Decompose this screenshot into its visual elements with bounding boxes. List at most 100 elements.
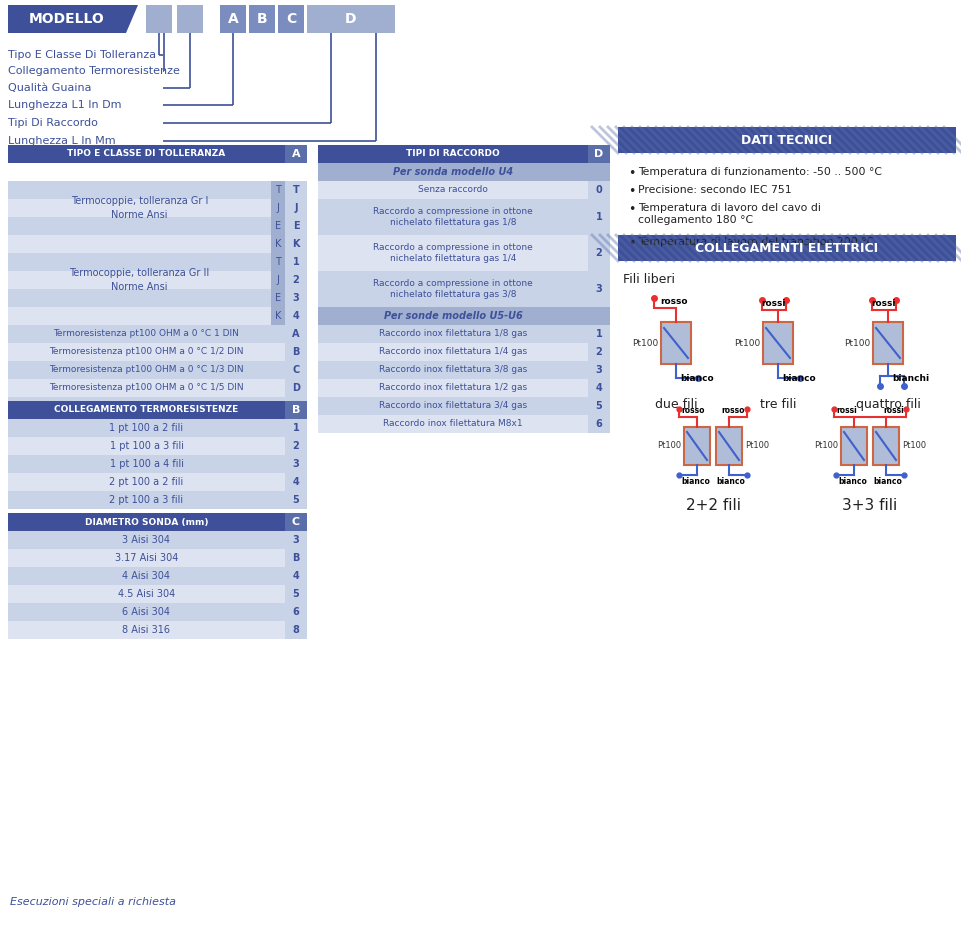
Text: rosso: rosso bbox=[722, 406, 745, 415]
Bar bbox=[8, 145, 285, 163]
Text: 4: 4 bbox=[293, 477, 300, 487]
Bar bbox=[285, 217, 307, 235]
Bar bbox=[8, 401, 285, 419]
Text: 3: 3 bbox=[596, 284, 603, 294]
Text: tre fili: tre fili bbox=[760, 398, 797, 411]
Bar bbox=[8, 217, 271, 235]
Text: Raccordo inox filettatura 1/2 gas: Raccordo inox filettatura 1/2 gas bbox=[379, 384, 527, 392]
Bar bbox=[8, 567, 285, 585]
Text: Raccordo inox filettatura 1/8 gas: Raccordo inox filettatura 1/8 gas bbox=[379, 329, 528, 339]
Bar bbox=[8, 419, 285, 437]
Bar bbox=[588, 199, 610, 235]
Bar bbox=[8, 289, 271, 307]
Bar bbox=[588, 145, 610, 163]
Text: COLLEGAMENTI ELETTRICI: COLLEGAMENTI ELETTRICI bbox=[696, 241, 878, 254]
Bar bbox=[8, 325, 285, 343]
Text: 6 Aisi 304: 6 Aisi 304 bbox=[122, 607, 170, 617]
Text: DATI TECNICI: DATI TECNICI bbox=[742, 133, 832, 146]
Text: 5: 5 bbox=[293, 495, 300, 505]
Text: C: C bbox=[292, 517, 300, 527]
Bar bbox=[318, 397, 588, 415]
Text: Tipi Di Raccordo: Tipi Di Raccordo bbox=[8, 118, 98, 128]
Text: MODELLO: MODELLO bbox=[29, 12, 105, 26]
Bar bbox=[285, 343, 307, 361]
Bar bbox=[8, 253, 271, 271]
Bar bbox=[285, 199, 307, 217]
Bar bbox=[588, 415, 610, 433]
Bar bbox=[8, 603, 285, 621]
Text: rosso: rosso bbox=[660, 297, 687, 306]
Bar bbox=[285, 621, 307, 639]
Text: Raccordo a compressione in ottone
nichelato filettatura gas 1/8: Raccordo a compressione in ottone nichel… bbox=[373, 207, 533, 227]
Text: E: E bbox=[275, 293, 281, 303]
Bar bbox=[271, 199, 285, 217]
Text: Senza raccordo: Senza raccordo bbox=[418, 186, 488, 194]
Bar bbox=[285, 491, 307, 509]
Bar bbox=[318, 271, 588, 307]
Text: rossi: rossi bbox=[872, 299, 897, 308]
Text: D: D bbox=[594, 149, 604, 159]
Bar bbox=[177, 5, 203, 33]
Bar bbox=[588, 397, 610, 415]
Text: bianchi: bianchi bbox=[892, 374, 929, 383]
Text: quattro fili: quattro fili bbox=[855, 398, 921, 411]
Bar bbox=[285, 585, 307, 603]
Text: 5: 5 bbox=[596, 401, 603, 411]
Text: 4: 4 bbox=[596, 383, 603, 393]
Text: E: E bbox=[275, 221, 281, 231]
Text: COLLEGAMENTO TERMORESISTENZE: COLLEGAMENTO TERMORESISTENZE bbox=[55, 405, 238, 414]
Bar bbox=[588, 235, 610, 271]
Text: 4: 4 bbox=[293, 311, 300, 321]
Bar bbox=[285, 567, 307, 585]
Bar bbox=[318, 181, 588, 199]
Text: 1 pt 100 a 4 fili: 1 pt 100 a 4 fili bbox=[110, 459, 184, 469]
Text: rossi: rossi bbox=[836, 406, 857, 415]
Text: 4.5 Aisi 304: 4.5 Aisi 304 bbox=[118, 589, 175, 599]
Bar bbox=[318, 415, 588, 433]
Bar bbox=[318, 325, 588, 343]
Text: Termoresistenza pt100 OHM a 0 °C 1 DIN: Termoresistenza pt100 OHM a 0 °C 1 DIN bbox=[54, 329, 239, 339]
Text: 3: 3 bbox=[596, 365, 603, 375]
Text: Esecuzioni speciali a richiesta: Esecuzioni speciali a richiesta bbox=[10, 897, 176, 907]
Bar bbox=[318, 199, 588, 235]
Text: 1: 1 bbox=[596, 212, 603, 222]
Bar bbox=[588, 325, 610, 343]
Bar bbox=[285, 549, 307, 567]
Text: Pt100: Pt100 bbox=[657, 441, 681, 450]
Bar bbox=[618, 127, 956, 153]
Bar bbox=[8, 491, 285, 509]
Bar bbox=[271, 271, 285, 289]
Polygon shape bbox=[8, 5, 138, 33]
Text: bianco: bianco bbox=[838, 477, 867, 486]
Text: •: • bbox=[628, 167, 635, 180]
Text: •: • bbox=[628, 185, 635, 198]
Text: Collegamento Termoresistenze: Collegamento Termoresistenze bbox=[8, 66, 180, 76]
Bar bbox=[841, 427, 867, 465]
Text: B: B bbox=[292, 405, 300, 415]
Text: •: • bbox=[628, 203, 635, 216]
Text: 8: 8 bbox=[292, 625, 300, 635]
Text: Termoresistenza pt100 OHM a 0 °C 1/2 DIN: Termoresistenza pt100 OHM a 0 °C 1/2 DIN bbox=[49, 348, 244, 356]
Text: TIPI DI RACCORDO: TIPI DI RACCORDO bbox=[407, 150, 500, 158]
Bar bbox=[285, 271, 307, 289]
Bar bbox=[8, 307, 271, 325]
Bar bbox=[285, 401, 307, 419]
Text: Pt100: Pt100 bbox=[631, 339, 658, 348]
Bar bbox=[716, 427, 742, 465]
Bar bbox=[8, 513, 285, 531]
Text: T: T bbox=[293, 185, 300, 195]
Bar bbox=[588, 181, 610, 199]
Text: 2 pt 100 a 2 fili: 2 pt 100 a 2 fili bbox=[110, 477, 184, 487]
Text: A: A bbox=[292, 329, 300, 339]
Text: Termoresistenza pt100 OHM a 0 °C 1/10DIN: Termoresistenza pt100 OHM a 0 °C 1/10DIN bbox=[48, 401, 245, 411]
Text: 0: 0 bbox=[596, 185, 603, 195]
Text: bianco: bianco bbox=[874, 477, 902, 486]
Text: Temperatura di lavoro del transition 200 °C: Temperatura di lavoro del transition 200… bbox=[638, 237, 875, 247]
Text: bianco: bianco bbox=[782, 374, 816, 383]
Bar bbox=[285, 181, 307, 199]
Bar bbox=[588, 361, 610, 379]
Text: 3: 3 bbox=[293, 293, 300, 303]
Bar bbox=[285, 473, 307, 491]
Text: Pt100: Pt100 bbox=[844, 339, 870, 348]
Bar bbox=[661, 322, 691, 364]
